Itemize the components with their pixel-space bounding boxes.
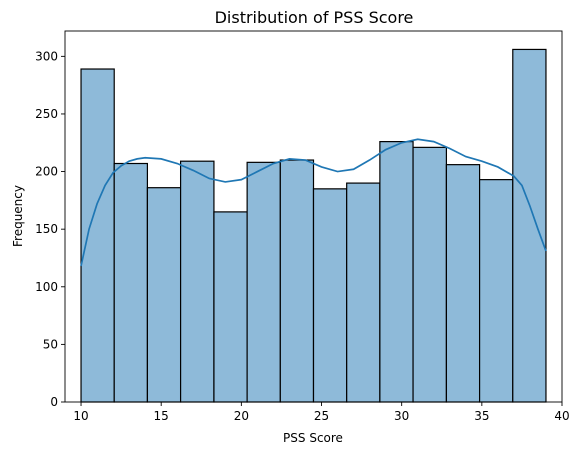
- histogram-bars: [80, 48, 547, 403]
- histogram-bar-6: [246, 161, 281, 403]
- x-tick-label-35: 35: [474, 409, 489, 423]
- y-axis-label: Frequency: [11, 185, 25, 247]
- y-tick-label-150: 150: [35, 222, 58, 236]
- y-axis-ticks: 0 50 100 150 200 250 300: [35, 49, 65, 409]
- x-axis-label: PSS Score: [283, 431, 343, 445]
- y-tick-label-50: 50: [43, 337, 58, 351]
- x-tick-label-25: 25: [314, 409, 329, 423]
- histogram-bar-8: [312, 188, 348, 403]
- x-tick-label-10: 10: [73, 409, 88, 423]
- histogram-bar-3: [146, 187, 182, 403]
- histogram-bar-5: [213, 211, 248, 403]
- kde-curve: [80, 138, 547, 267]
- histogram-bar-14: [512, 48, 547, 403]
- chart-title: Distribution of PSS Score: [215, 8, 414, 27]
- y-tick-label-0: 0: [50, 395, 58, 409]
- histogram-bar-2: [113, 162, 149, 403]
- x-tick-label-40: 40: [554, 409, 569, 423]
- x-tick-label-15: 15: [154, 409, 169, 423]
- histogram-bar-4: [179, 160, 215, 403]
- y-tick-label-300: 300: [35, 49, 58, 63]
- histogram-bar-9: [346, 182, 381, 403]
- y-tick-label-100: 100: [35, 280, 58, 294]
- histogram-bar-1: [80, 68, 115, 403]
- y-tick-label-200: 200: [35, 165, 58, 179]
- y-tick-label-250: 250: [35, 107, 58, 121]
- plot-frame: [64, 30, 563, 403]
- histogram-bar-10: [379, 141, 414, 403]
- x-tick-label-30: 30: [394, 409, 409, 423]
- x-tick-label-20: 20: [234, 409, 249, 423]
- histogram-bar-11: [412, 146, 448, 403]
- histogram-bar-7: [279, 159, 315, 403]
- histogram-bar-13: [478, 179, 514, 403]
- histogram-bar-12: [445, 164, 481, 403]
- x-axis-ticks: 10 15 20 25 30 35 40: [73, 402, 570, 423]
